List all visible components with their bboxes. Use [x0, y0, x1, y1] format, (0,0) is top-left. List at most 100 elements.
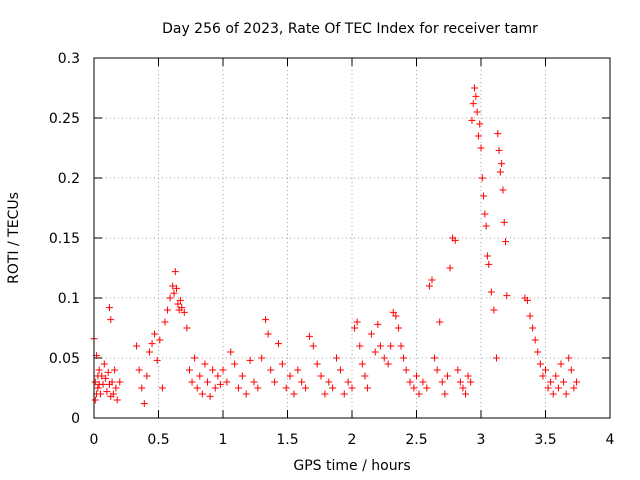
x-tick-label: 4 [606, 432, 615, 448]
data-point [494, 130, 502, 138]
data-point [468, 116, 476, 124]
data-point [492, 354, 500, 362]
data-point [536, 360, 544, 368]
data-point [562, 390, 570, 398]
data-point [549, 390, 557, 398]
data-point [302, 384, 310, 392]
data-point [539, 372, 547, 380]
data-point [464, 372, 472, 380]
data-point [250, 378, 258, 386]
data-point [209, 366, 217, 374]
data-point [103, 388, 111, 396]
data-point [262, 316, 270, 324]
data-point [363, 384, 371, 392]
data-point [211, 384, 219, 392]
data-point [529, 324, 537, 332]
data-point [206, 392, 214, 400]
data-point [351, 324, 359, 332]
data-point [95, 366, 103, 374]
data-point [410, 384, 418, 392]
y-tick-label: 0 [71, 411, 80, 427]
data-point [286, 372, 294, 380]
y-tick-label: 0.25 [49, 111, 80, 127]
data-point [459, 384, 467, 392]
data-point [389, 308, 397, 316]
data-point [112, 384, 120, 392]
data-point [201, 360, 209, 368]
data-point [446, 264, 454, 272]
data-point [242, 390, 250, 398]
data-point [267, 366, 275, 374]
data-point [406, 378, 414, 386]
data-point [151, 330, 159, 338]
data-point [402, 366, 410, 374]
data-point [104, 368, 112, 376]
data-point [474, 132, 482, 140]
y-tick-label: 0.1 [58, 291, 80, 307]
data-point [234, 384, 242, 392]
data-point [169, 282, 177, 290]
data-point [348, 384, 356, 392]
data-point [480, 192, 488, 200]
data-point [298, 378, 306, 386]
x-tick-label: 2 [348, 432, 357, 448]
data-point [554, 384, 562, 392]
chart-title: Day 256 of 2023, Rate Of TEC Index for r… [162, 21, 538, 37]
data-point [196, 372, 204, 380]
x-axis-label: GPS time / hours [293, 458, 410, 474]
data-point [116, 378, 124, 386]
data-point [384, 360, 392, 368]
data-point [164, 306, 172, 314]
data-point [367, 330, 375, 338]
y-tick-labels: 0 0.05 0.1 0.15 0.2 0.25 0.3 [49, 51, 80, 427]
data-point [557, 360, 565, 368]
data-point [178, 304, 186, 312]
data-point [431, 354, 439, 362]
data-point [544, 384, 552, 392]
data-point [309, 342, 317, 350]
data-point [487, 288, 495, 296]
data-point [219, 366, 227, 374]
data-point [413, 372, 420, 380]
data-point [451, 236, 459, 244]
data-point [433, 366, 441, 374]
data-point [158, 384, 166, 392]
data-point [499, 186, 507, 194]
data-point [140, 400, 148, 408]
data-point [91, 378, 99, 386]
data-point [336, 366, 344, 374]
data-point [531, 336, 539, 344]
data-point [477, 144, 485, 152]
data-point [174, 300, 182, 308]
grid-lines [94, 58, 610, 418]
data-point [105, 304, 113, 312]
data-point [471, 84, 479, 92]
data-point [91, 396, 99, 404]
x-tick-label: 2.5 [405, 432, 427, 448]
data-point [223, 378, 231, 386]
data-point [415, 390, 423, 398]
data-point [542, 366, 549, 374]
data-point [572, 378, 580, 386]
data-point [356, 342, 364, 350]
data-point [503, 292, 511, 300]
data-point [246, 356, 254, 364]
data-point [333, 354, 341, 362]
data-point [143, 372, 151, 380]
data-point [485, 260, 493, 268]
data-point [204, 378, 212, 386]
data-point [454, 366, 462, 374]
data-point [438, 378, 446, 386]
data-point [358, 360, 366, 368]
data-point [523, 296, 531, 304]
data-point [472, 92, 480, 100]
data-point [476, 120, 484, 128]
data-point [380, 354, 388, 362]
y-tick-label: 0.15 [49, 231, 80, 247]
data-point [135, 366, 143, 374]
data-point [113, 396, 121, 404]
data-point [180, 308, 188, 316]
data-point [374, 320, 382, 328]
data-point [423, 384, 431, 392]
